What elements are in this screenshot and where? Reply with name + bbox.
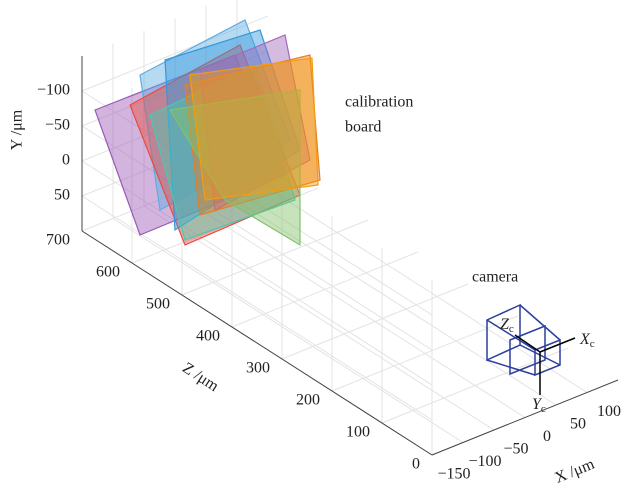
- x-axis-label: X /μm: [552, 455, 597, 486]
- camera-edge: [520, 305, 560, 340]
- chart: calibration board camera Zc Xc Yc Y /μm …: [0, 0, 643, 496]
- annotation: board: [345, 119, 381, 136]
- axis-sub: c: [509, 323, 514, 335]
- camera-axis-label: Yc: [532, 396, 546, 415]
- annotation: camera: [472, 269, 518, 286]
- x-tick-label: 100: [597, 403, 621, 420]
- z-tick-label: 0: [412, 456, 420, 473]
- y-tick-label: 0: [62, 152, 70, 169]
- x-tick-label: 50: [570, 416, 586, 433]
- camera-axis-label: Xc: [579, 331, 595, 350]
- x-tick-label: −100: [468, 453, 501, 470]
- z-tick-label: 300: [246, 360, 270, 377]
- z-tick-label: 700: [46, 232, 70, 249]
- z-tick-label: 600: [96, 264, 120, 281]
- y-tick-label: −50: [45, 117, 70, 134]
- board: [190, 58, 318, 200]
- z-tick-label: 500: [146, 296, 170, 313]
- x-tick-label: 0: [543, 428, 551, 445]
- axis-sub: c: [541, 403, 546, 415]
- z-axis-label: Z /μm: [179, 359, 222, 395]
- axis-sub: c: [590, 338, 595, 350]
- y-axis-label: Y /μm: [9, 109, 26, 150]
- x-tick-label: −50: [503, 441, 528, 458]
- grid-line: [82, 196, 432, 420]
- y-tick-label: 50: [54, 187, 70, 204]
- z-tick-label: 400: [196, 328, 220, 345]
- x-tick-label: −150: [437, 466, 470, 483]
- y-tick-label: −100: [37, 82, 70, 99]
- z-tick-label: 100: [346, 424, 370, 441]
- annotation: calibration: [345, 94, 413, 111]
- z-tick-label: 200: [296, 392, 320, 409]
- boards: [95, 20, 320, 245]
